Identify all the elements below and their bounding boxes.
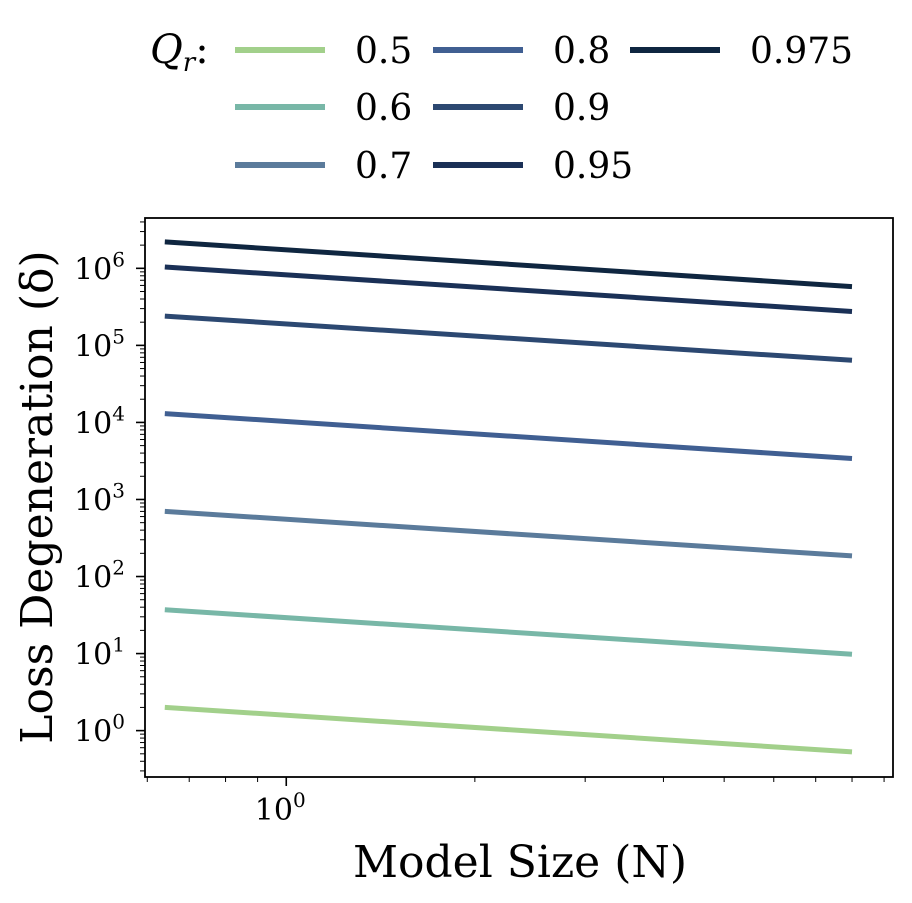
x-tick-label: 100 bbox=[255, 788, 306, 828]
y-axis-label: Loss Degeneration (δ) bbox=[12, 250, 63, 743]
legend-label: 0.8 bbox=[553, 31, 610, 72]
series-lines bbox=[164, 239, 853, 755]
legend-label: 0.975 bbox=[750, 31, 853, 72]
legend-entries: 0.5 0.6 0.7 0.8 0.9 0.95 0.975 bbox=[235, 31, 853, 187]
legend-label: 0.7 bbox=[355, 146, 412, 187]
series-line-0-8 bbox=[164, 411, 853, 461]
legend-item-0-95: 0.95 bbox=[433, 146, 633, 187]
legend-title: Qr: bbox=[150, 27, 209, 78]
y-tick-label: 100 bbox=[74, 710, 125, 750]
plot-area: 100 101 102 103 104 105 106 100 bbox=[74, 217, 894, 828]
y-tick-label: 104 bbox=[74, 401, 125, 441]
axes-frame bbox=[144, 217, 894, 778]
axis-ticks: 100 101 102 103 104 105 106 100 bbox=[74, 221, 885, 828]
legend-item-0-9: 0.9 bbox=[433, 88, 610, 129]
legend-item-0-7: 0.7 bbox=[235, 146, 412, 187]
legend-label: 0.6 bbox=[355, 88, 412, 129]
y-tick-label: 101 bbox=[74, 633, 125, 673]
legend-item-0-975: 0.975 bbox=[630, 31, 853, 72]
series-line-0-6 bbox=[164, 607, 853, 657]
legend-label: 0.95 bbox=[553, 146, 633, 187]
series-line-0-975 bbox=[164, 239, 853, 290]
y-tick-label: 105 bbox=[74, 324, 125, 364]
x-axis-label: Model Size (N) bbox=[353, 837, 687, 888]
legend-item-0-8: 0.8 bbox=[433, 31, 610, 72]
y-tick-label: 106 bbox=[74, 247, 125, 287]
legend-item-0-6: 0.6 bbox=[235, 88, 412, 129]
legend-label: 0.5 bbox=[355, 31, 412, 72]
legend-label: 0.9 bbox=[553, 88, 610, 129]
series-line-0-7 bbox=[164, 508, 853, 559]
legend: Qr: 0.5 0.6 0.7 0.8 0.9 0.95 0.975 bbox=[150, 27, 853, 187]
series-line-0-5 bbox=[164, 704, 853, 755]
legend-item-0-5: 0.5 bbox=[235, 31, 412, 72]
series-line-0-95 bbox=[164, 264, 853, 314]
series-line-0-9 bbox=[164, 313, 853, 363]
y-tick-label: 103 bbox=[74, 478, 125, 518]
y-tick-label: 102 bbox=[74, 556, 125, 596]
